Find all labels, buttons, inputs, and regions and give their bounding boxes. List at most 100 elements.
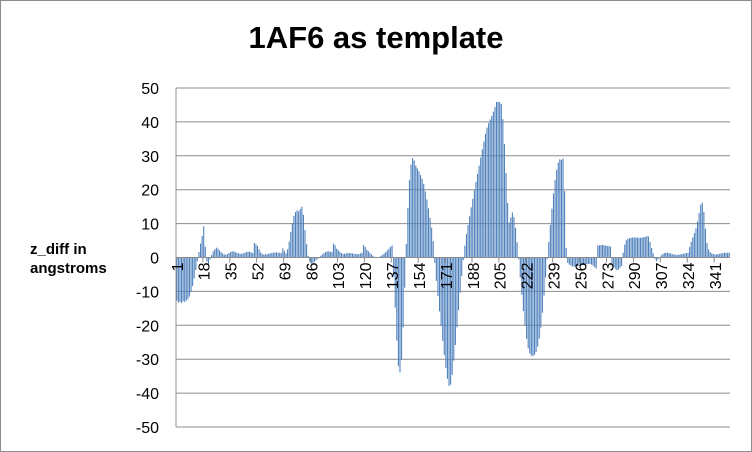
- bar: [644, 236, 646, 258]
- bar: [336, 248, 338, 258]
- bar: [203, 226, 205, 258]
- bar: [334, 245, 336, 258]
- bar: [670, 253, 672, 258]
- bar: [682, 253, 684, 258]
- bar: [275, 252, 278, 258]
- bar: [619, 257, 621, 269]
- bar: [412, 158, 414, 258]
- bar: [323, 253, 325, 258]
- bar: [700, 204, 702, 258]
- bar: [690, 241, 692, 258]
- bar: [598, 245, 600, 258]
- bar: [266, 254, 268, 258]
- bar: [662, 254, 664, 258]
- bar: [247, 251, 249, 258]
- bar: [589, 257, 591, 264]
- bar: [728, 252, 730, 258]
- bar: [660, 255, 662, 258]
- chart-title: 1AF6 as template: [248, 20, 504, 55]
- y-tick-label: -30: [136, 352, 159, 369]
- x-tick-label: 69: [277, 262, 294, 280]
- x-tick-label: 222: [520, 262, 537, 289]
- bar: [527, 257, 529, 349]
- bar: [489, 119, 491, 258]
- bar: [269, 253, 271, 258]
- bar: [552, 193, 555, 258]
- bar: [298, 211, 300, 258]
- bar: [244, 252, 246, 258]
- bar: [211, 255, 213, 258]
- bar: [260, 252, 262, 258]
- bar: [709, 252, 711, 258]
- x-tick-label: 188: [466, 262, 483, 289]
- bar: [339, 251, 341, 258]
- bar: [198, 252, 200, 258]
- bar: [241, 253, 243, 258]
- bar: [685, 253, 688, 258]
- bar: [301, 206, 303, 258]
- bar: [717, 254, 719, 258]
- bar: [437, 257, 439, 297]
- bar: [616, 257, 618, 271]
- bar: [249, 251, 251, 258]
- x-tick-label: 18: [197, 262, 214, 280]
- bar: [283, 251, 285, 258]
- bar: [725, 252, 727, 258]
- bar: [358, 254, 360, 258]
- bar: [332, 243, 335, 258]
- bar: [179, 257, 181, 302]
- bar: [446, 257, 449, 379]
- x-tick-label: 154: [412, 262, 429, 289]
- bar: [500, 103, 502, 258]
- bar: [239, 253, 241, 258]
- bar: [236, 252, 238, 258]
- bar: [573, 257, 575, 267]
- y-tick-label: 10: [141, 217, 159, 234]
- bar: [635, 237, 637, 258]
- bar: [399, 257, 401, 373]
- bar: [369, 252, 371, 258]
- bar: [516, 242, 518, 258]
- x-tick-label: 307: [654, 262, 671, 289]
- bar: [432, 241, 434, 258]
- bar: [703, 212, 705, 258]
- bar: [586, 257, 588, 265]
- bar: [584, 257, 586, 265]
- bar: [476, 173, 479, 258]
- bar: [674, 254, 676, 258]
- bar: [435, 257, 437, 281]
- bar: [431, 227, 433, 258]
- bar: [329, 251, 331, 258]
- bar: [258, 249, 260, 258]
- bar: [470, 207, 472, 258]
- bar: [712, 254, 714, 258]
- y-tick-label: -40: [136, 386, 159, 403]
- bar: [530, 257, 532, 356]
- bar: [268, 253, 270, 258]
- bar: [348, 253, 350, 258]
- bar: [505, 173, 507, 258]
- bar: [315, 257, 317, 261]
- bar: [442, 257, 444, 341]
- x-tick-label: 86: [304, 262, 321, 280]
- bar: [313, 257, 316, 262]
- bar: [483, 141, 485, 258]
- bar: [571, 257, 574, 267]
- bar: [673, 254, 675, 258]
- bar: [445, 257, 447, 369]
- bar: [657, 257, 659, 260]
- bar: [624, 244, 626, 258]
- bar: [617, 257, 619, 270]
- bar: [364, 246, 366, 258]
- bar: [351, 253, 354, 258]
- bar: [464, 245, 466, 258]
- bar: [462, 257, 464, 261]
- y-tick-label: 0: [150, 251, 159, 268]
- bar: [222, 253, 224, 258]
- bar: [556, 169, 558, 258]
- bar: [443, 257, 445, 356]
- bar: [605, 245, 607, 258]
- bar: [494, 106, 496, 258]
- x-tick-label: 205: [493, 262, 510, 289]
